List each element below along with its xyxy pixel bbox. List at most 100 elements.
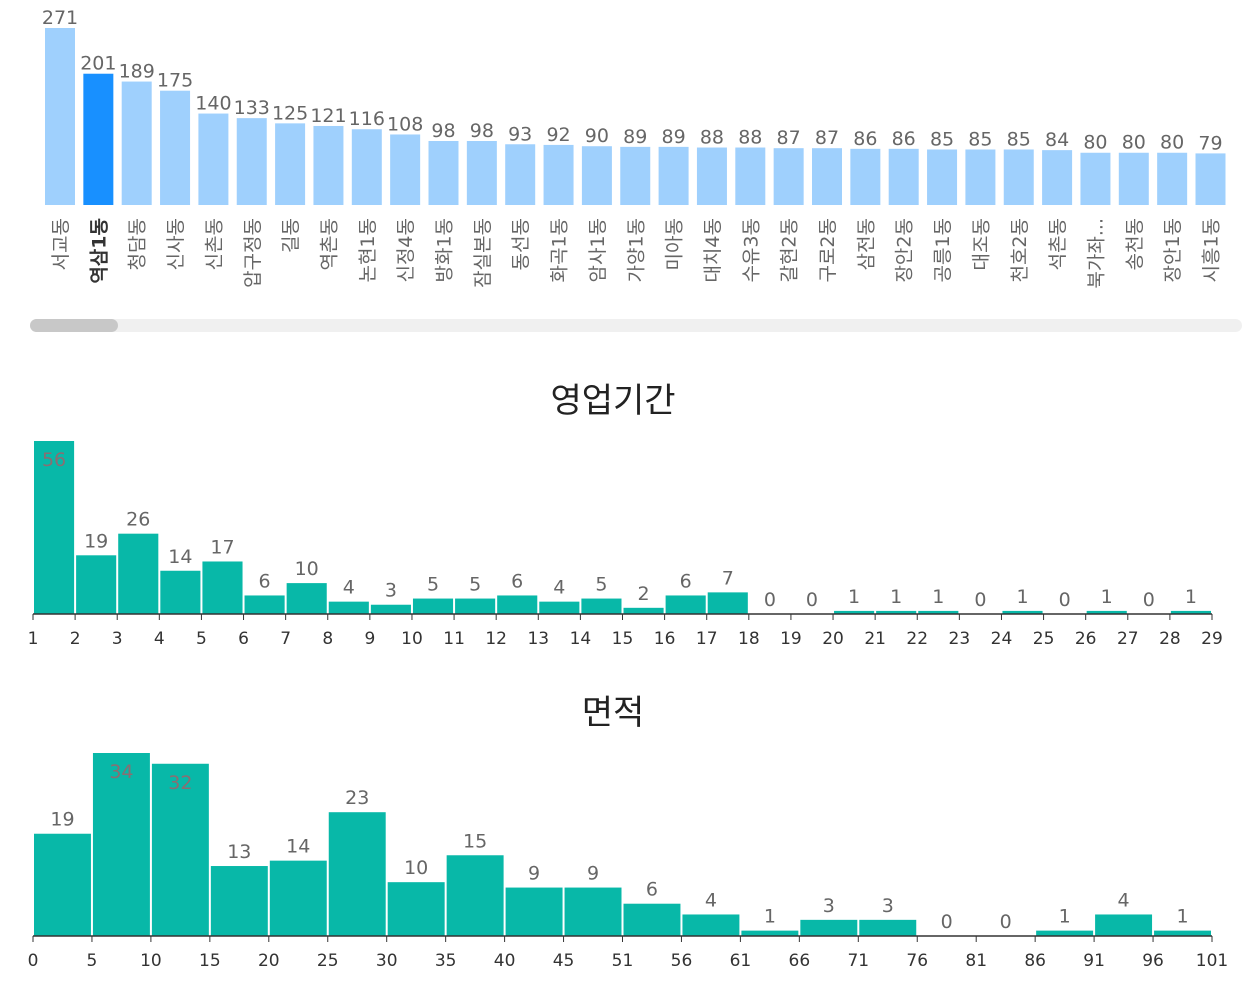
bar-value-label: 140: [195, 93, 231, 115]
category-label: 암사1동: [587, 218, 609, 283]
bar-value-label: 9: [528, 863, 540, 885]
category-label: 잠실본동: [472, 218, 494, 288]
category-label: 역촌동: [318, 218, 340, 270]
x-tick-label: 86: [1024, 951, 1046, 971]
bar-value-label: 0: [941, 911, 953, 933]
x-tick-label: 20: [822, 629, 844, 649]
bar-value-label: 79: [1198, 132, 1222, 154]
histogram-bar: [741, 930, 799, 936]
x-tick-label: 71: [847, 951, 869, 971]
bar-논현1동: [351, 129, 382, 205]
category-label: 대치4동: [702, 218, 724, 283]
bar-서교동: [45, 28, 75, 205]
category-label: 북가좌...: [1085, 218, 1107, 289]
bar-value-label: 5: [469, 574, 481, 596]
x-tick-label: 20: [258, 951, 280, 971]
bar-가양1동: [620, 146, 651, 205]
bar-value-label: 1: [1176, 906, 1188, 928]
x-tick-label: 1: [28, 629, 39, 649]
district-bar-chart: 271 서교동 201 역삼1동 189 청담동 175 신사동 140 신촌동 133 압구정동 12…: [42, 7, 1226, 289]
histogram-bar: [446, 855, 504, 936]
bar-value-label: 1: [1185, 586, 1197, 608]
bar-value-label: 4: [705, 889, 717, 911]
bar-석촌동: [1042, 150, 1073, 205]
histogram-bar: [34, 833, 91, 936]
bar-value-label: 90: [585, 125, 609, 147]
bar-value-label: 5: [595, 574, 607, 596]
bar-value-label: 13: [227, 841, 251, 863]
bar-암사1동: [581, 146, 612, 205]
histogram-bar: [387, 882, 445, 936]
histogram-bar: [539, 601, 580, 614]
x-tick-label: 10: [401, 629, 423, 649]
bar-value-label: 85: [1007, 128, 1031, 150]
bar-value-label: 4: [343, 577, 355, 599]
category-label: 장안1동: [1162, 218, 1184, 283]
bar-value-label: 89: [623, 126, 647, 148]
bar-역촌동: [313, 125, 344, 205]
x-tick-label: 13: [527, 629, 549, 649]
bar-천호2동: [1003, 149, 1034, 205]
bar-value-label: 98: [470, 120, 494, 142]
histogram-bar: [269, 860, 327, 936]
bar-value-label: 3: [385, 580, 397, 602]
histogram-bar: [581, 598, 622, 614]
bar-value-label: 6: [511, 570, 523, 592]
bar-수유3동: [735, 147, 766, 205]
bar-value-label: 32: [168, 772, 192, 794]
bar-value-label: 93: [508, 123, 532, 145]
bar-길동: [275, 123, 306, 205]
bar-value-label: 5: [427, 574, 439, 596]
category-label: 동선동: [510, 218, 532, 270]
bar-시흥1동: [1195, 153, 1226, 205]
histogram-bar: [76, 555, 117, 614]
x-tick-label: 18: [738, 629, 760, 649]
bar-value-label: 26: [126, 509, 150, 531]
scrollbar-thumb[interactable]: [30, 319, 118, 332]
x-tick-label: 35: [435, 951, 457, 971]
x-tick-label: 96: [1142, 951, 1164, 971]
histogram-bar: [1036, 930, 1094, 936]
x-tick-label: 3: [112, 629, 123, 649]
bar-value-label: 85: [968, 128, 992, 150]
x-tick-label: 28: [1159, 629, 1181, 649]
scrollbar-track[interactable]: [30, 319, 1242, 332]
horizontal-scrollbar[interactable]: [30, 319, 1242, 332]
category-label: 서교동: [50, 218, 72, 270]
category-label: 장안2동: [894, 218, 916, 283]
histogram-bar: [1170, 610, 1211, 614]
bar-value-label: 0: [764, 589, 776, 611]
bar-value-label: 0: [974, 589, 986, 611]
histogram-bar: [151, 763, 209, 936]
x-tick-label: 51: [612, 951, 634, 971]
histogram-bar: [876, 610, 917, 614]
histogram-bar: [834, 610, 875, 614]
x-tick-label: 12: [485, 629, 507, 649]
bar-value-label: 7: [722, 567, 734, 589]
x-tick-label: 9: [364, 629, 375, 649]
bar-삼전동: [850, 148, 881, 205]
bar-value-label: 1: [1016, 586, 1028, 608]
bar-value-label: 108: [387, 113, 423, 135]
bar-value-label: 84: [1045, 129, 1069, 151]
x-tick-label: 7: [280, 629, 291, 649]
bar-공릉1동: [927, 149, 958, 205]
chart-title-area: 면적: [582, 693, 645, 733]
histogram-bar: [1154, 930, 1211, 936]
histogram-bar: [92, 753, 150, 936]
histogram-bar: [118, 533, 159, 614]
x-tick-label: 19: [780, 629, 802, 649]
x-tick-label: 81: [965, 951, 987, 971]
bar-value-label: 88: [738, 127, 762, 149]
category-label: 대조동: [970, 218, 992, 270]
bar-value-label: 98: [431, 120, 455, 142]
category-label: 천호2동: [1009, 218, 1031, 283]
bar-미아동: [658, 146, 689, 205]
bar-value-label: 116: [349, 108, 385, 130]
category-label: 시흥1동: [1201, 218, 1223, 283]
bar-잠실본동: [466, 140, 497, 205]
bar-신촌동: [198, 113, 229, 205]
bar-동선동: [505, 144, 536, 205]
bar-value-label: 87: [815, 127, 839, 149]
